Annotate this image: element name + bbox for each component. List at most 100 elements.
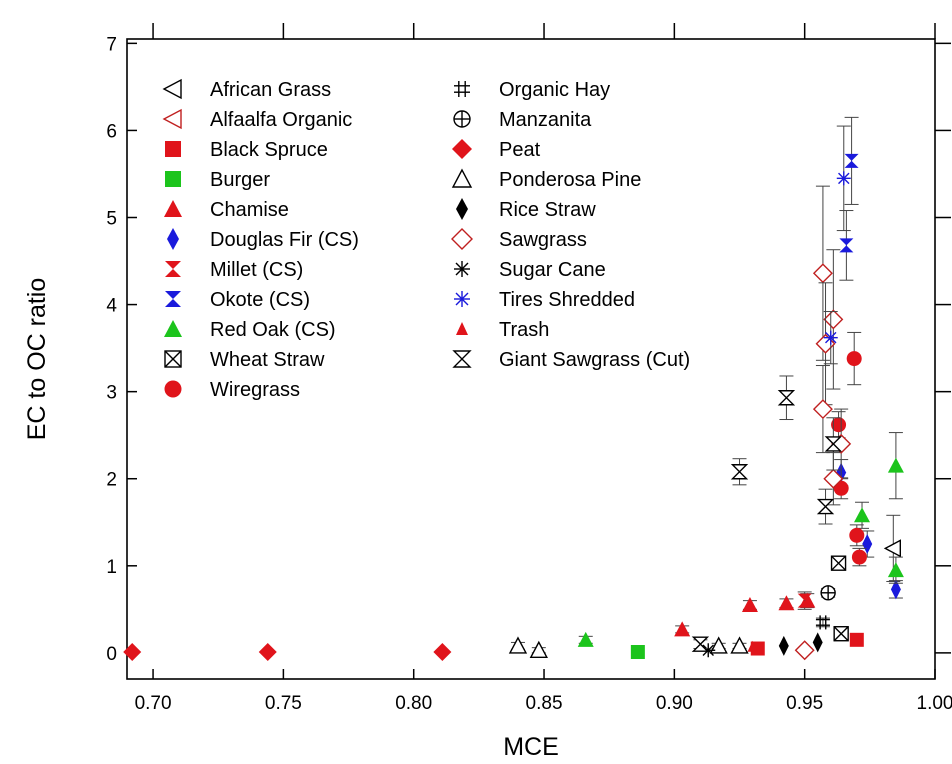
y-axis: 0 1 2 3 4 5 6 7 <box>106 34 951 665</box>
legend-marker <box>456 322 468 335</box>
legend-item-african-grass: African Grass <box>162 78 331 101</box>
series-wiregrass <box>831 331 867 567</box>
legend-item-peat: Peat <box>452 139 541 161</box>
legend-item-alfaalfa-organic: Alfaalfa Organic <box>162 108 352 131</box>
series-manzanita <box>820 585 836 601</box>
legend-marker <box>162 78 182 100</box>
legend-marker <box>456 198 468 220</box>
x-axis: 0.70 0.75 0.80 0.85 0.90 0.95 1.00 <box>135 23 952 714</box>
x-axis-title: MCE <box>503 733 559 761</box>
data-point <box>831 417 847 433</box>
data-point <box>849 632 864 647</box>
legend-label: Millet (CS) <box>210 259 303 281</box>
data-layer <box>123 116 904 662</box>
legend-label: Giant Sawgrass (Cut) <box>499 349 690 371</box>
legend-item-wheat-straw: Wheat Straw <box>164 349 325 371</box>
data-point <box>577 631 594 647</box>
series-ponderosa-pine <box>508 636 749 658</box>
legend-label: Sugar Cane <box>499 259 606 281</box>
data-point <box>823 309 844 330</box>
legend-label: Alfaalfa Organic <box>210 109 352 131</box>
legend-marker <box>454 81 470 97</box>
legend-label: Wiregrass <box>210 379 300 401</box>
series-okote-cs <box>839 116 859 281</box>
legend-label: African Grass <box>210 79 331 101</box>
series-rice-straw <box>778 632 823 656</box>
legend-marker <box>454 291 470 307</box>
data-point <box>797 593 812 608</box>
legend-item-okote-cs: Okote (CS) <box>165 289 310 311</box>
legend-marker <box>451 168 473 188</box>
data-point <box>258 643 277 662</box>
legend-label: Red Oak (CS) <box>210 319 336 341</box>
data-point <box>820 585 836 601</box>
legend-item-wiregrass: Wiregrass <box>164 379 300 401</box>
series-sawgrass <box>794 185 852 661</box>
legend-marker <box>452 350 472 368</box>
data-point <box>812 632 823 653</box>
legend-label: Okote (CS) <box>210 289 310 311</box>
legend-label: Burger <box>210 169 270 191</box>
x-tick-label: 0.95 <box>786 693 823 714</box>
legend-item-red-oak-cs: Red Oak (CS) <box>164 319 336 341</box>
y-tick-label: 0 <box>106 644 117 665</box>
series-peat <box>123 643 452 662</box>
legend-marker <box>164 350 182 368</box>
data-point <box>730 636 749 654</box>
data-point <box>844 153 859 168</box>
legend-item-sawgrass: Sawgrass <box>451 228 587 251</box>
data-point <box>851 549 867 565</box>
y-tick-label: 5 <box>106 209 117 230</box>
legend-marker <box>451 228 473 250</box>
series-burger <box>630 645 645 660</box>
legend-label: Trash <box>499 319 549 341</box>
legend-item-black-spruce: Black Spruce <box>165 139 328 161</box>
data-point <box>747 640 758 652</box>
legend-label: Organic Hay <box>499 79 610 101</box>
data-point <box>674 621 691 637</box>
legend-label: Manzanita <box>499 109 592 131</box>
data-point <box>830 555 847 571</box>
legend-item-burger: Burger <box>165 169 270 191</box>
data-point <box>123 643 142 662</box>
data-point <box>812 399 833 420</box>
legend-marker <box>165 141 181 157</box>
legend-label: Black Spruce <box>210 139 328 161</box>
data-point <box>833 626 849 642</box>
data-point <box>778 635 789 656</box>
y-tick-label: 1 <box>106 557 117 578</box>
series-red-oak-cs <box>577 432 904 647</box>
x-tick-label: 0.85 <box>526 693 563 714</box>
legend-item-trash: Trash <box>456 319 549 341</box>
series-millet-cs <box>797 591 812 610</box>
data-point <box>836 171 851 186</box>
data-point <box>815 615 830 630</box>
series-giant-sawgrass-cut <box>691 375 843 652</box>
legend-item-chamise: Chamise <box>164 199 289 221</box>
legend-item-giant-sawgrass-cut: Giant Sawgrass (Cut) <box>452 349 690 371</box>
data-point <box>433 643 452 662</box>
legend-marker <box>165 261 181 277</box>
legend-label: Peat <box>499 139 541 161</box>
data-point <box>709 636 728 654</box>
legend-item-rice-straw: Rice Straw <box>456 198 596 221</box>
legend-marker <box>165 291 181 307</box>
legend-marker <box>164 320 182 337</box>
data-point <box>630 645 645 660</box>
legend-marker <box>167 228 179 250</box>
series-tires-shredded <box>823 125 851 365</box>
series-chamise <box>674 592 816 637</box>
data-point <box>839 238 854 253</box>
data-point <box>883 539 901 558</box>
legend-item-ponderosa-pine: Ponderosa Pine <box>451 168 641 191</box>
legend-marker <box>165 171 181 187</box>
y-tick-label: 2 <box>106 470 117 491</box>
legend-label: Tires Shredded <box>499 289 635 311</box>
y-axis-title: EC to OC ratio <box>23 278 51 441</box>
legend-item-sugar-cane: Sugar Cane <box>454 259 606 281</box>
data-point <box>529 640 548 658</box>
series-douglas-fir-cs <box>834 459 903 600</box>
data-point <box>508 636 528 654</box>
x-tick-label: 0.90 <box>656 693 693 714</box>
